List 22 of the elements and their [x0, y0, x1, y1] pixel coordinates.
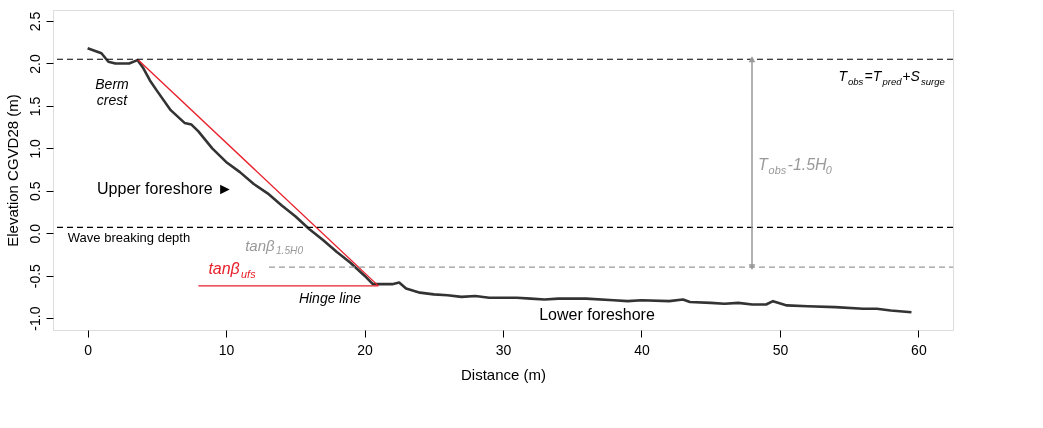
x-tick-label: 40	[634, 341, 650, 358]
y-tick-label: 0.5	[26, 181, 43, 202]
annotation: Wave breaking depth	[67, 230, 191, 245]
y-tick-label: 2.0	[26, 54, 43, 74]
annotation: Hinge line	[298, 290, 362, 306]
annotation: Lower foreshore	[539, 306, 655, 323]
x-tick-label: 30	[495, 341, 512, 358]
x-tick-label: 10	[218, 341, 235, 358]
y-tick-label: -1.0	[26, 306, 43, 331]
x-tick-label: 0	[84, 341, 93, 358]
y-tick-label: 1.0	[26, 138, 43, 159]
x-tick-label: 50	[772, 341, 789, 358]
y-tick-label: 1.5	[26, 96, 43, 117]
annotation: Berm crest	[95, 76, 130, 108]
annotation: Upper foreshore ►	[97, 180, 233, 197]
x-axis-title: Distance (m)	[460, 365, 547, 383]
x-tick-label: 60	[911, 341, 927, 358]
y-tick-label: 0.0	[26, 223, 43, 244]
y-tick-label: -0.5	[26, 263, 43, 289]
x-tick-label: 20	[357, 341, 374, 358]
y-tick-label: 2.5	[26, 11, 43, 32]
y-axis-title: Elevation CGVD28 (m)	[3, 94, 21, 247]
